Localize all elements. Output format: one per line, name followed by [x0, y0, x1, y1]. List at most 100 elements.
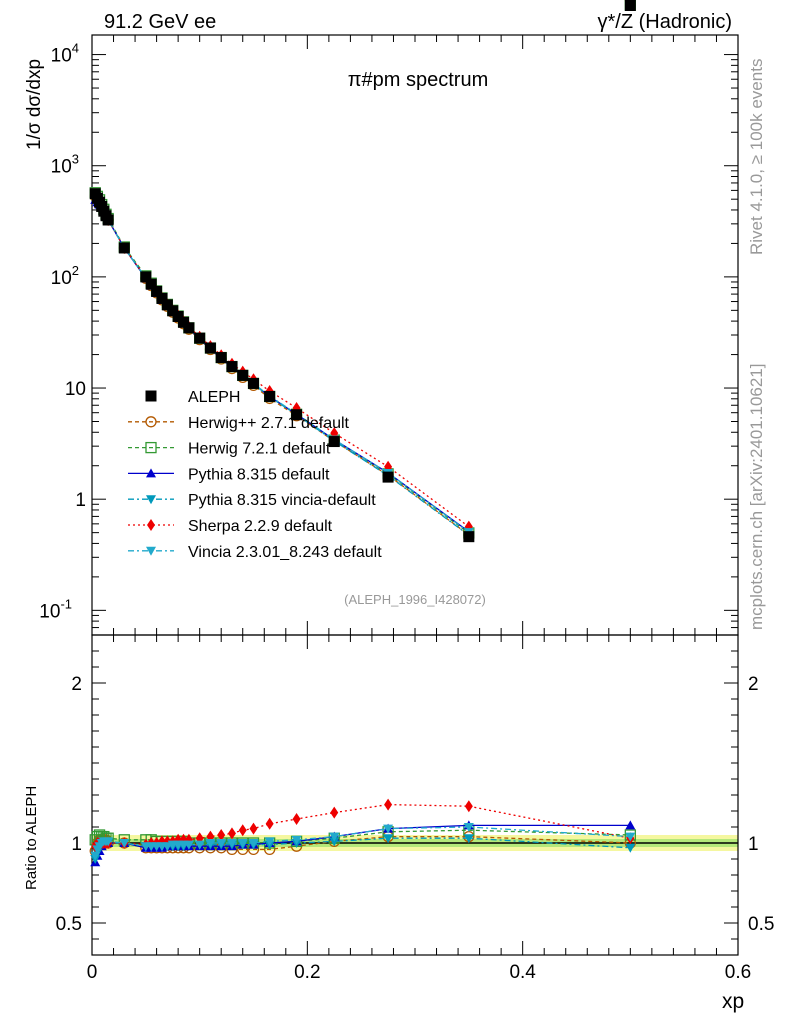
- ratio-tick-label-right: 2: [748, 674, 759, 695]
- ratio-point: [463, 834, 474, 844]
- series-line: [94, 195, 470, 536]
- legend-marker: [146, 468, 156, 478]
- data-point: [382, 471, 394, 483]
- main-panel: π#pm spectrum (ALEPH_1996_I428072) 1/σ d…: [24, 0, 739, 636]
- legend-label: Pythia 8.315 default: [188, 466, 330, 483]
- data-point: [624, 0, 636, 11]
- data-point: [161, 299, 173, 311]
- data-point: [183, 322, 195, 334]
- analysis-id: (ALEPH_1996_I428072): [344, 592, 486, 607]
- y-tick-label: 102: [51, 263, 79, 289]
- ratio-point: [237, 839, 248, 848]
- legend-item: Herwig 7.2.1 default: [128, 441, 331, 458]
- y-tick-label: 10-1: [39, 596, 72, 622]
- legend: ALEPH Herwig++ 2.7.1 default Herwig 7.2.1 …: [128, 389, 382, 561]
- legend-item: Sherpa 2.2.9 default: [128, 518, 333, 535]
- x-tick-label: 0.2: [294, 962, 320, 983]
- data-point: [172, 311, 184, 323]
- legend-marker: [145, 441, 157, 454]
- data-point: [237, 369, 249, 381]
- ratio-axes: 0.5 0.5 1 1 2 2: [56, 634, 774, 956]
- data-point: [291, 409, 303, 421]
- ratio-point: [625, 843, 636, 853]
- ratio-y-label: Ratio to ALEPH: [23, 786, 40, 890]
- data-point: [118, 242, 130, 254]
- legend-item: Herwig++ 2.7.1 default: [128, 415, 350, 432]
- ratio-series-vincia-2-3-01-8-243-default: [90, 823, 636, 861]
- ratio-tick-label-right: 0.5: [748, 914, 774, 935]
- series-pythia-8-315-default: [90, 194, 474, 536]
- legend-marker: [147, 519, 155, 531]
- legend-label: Vincia 2.3.01_8.243 default: [188, 544, 382, 561]
- data-point: [156, 292, 168, 304]
- y-axis-label: 1/σ dσ/dxp: [24, 59, 45, 150]
- data-point: [145, 278, 157, 290]
- y-tick-label: 104: [51, 41, 79, 67]
- ratio-point: [226, 839, 237, 848]
- ratio-point: [217, 829, 226, 841]
- rivet-label: Rivet 4.1.0, ≥ 100k events: [747, 59, 766, 255]
- ratio-point: [205, 839, 216, 848]
- legend-label: Pythia 8.315 vincia-default: [188, 492, 376, 509]
- ratio-point: [291, 835, 302, 845]
- data-point: [194, 332, 206, 344]
- legend-marker: [146, 546, 156, 556]
- x-axis: 0 0.2 0.4 0.6: [87, 962, 752, 983]
- ratio-point: [90, 851, 101, 861]
- data-point: [204, 342, 216, 354]
- ratio-tick-label: 0.5: [56, 914, 82, 935]
- legend-marker: [146, 495, 156, 505]
- data-point: [226, 361, 238, 373]
- data-point: [248, 377, 259, 389]
- series-line: [94, 198, 470, 536]
- ratio-point: [238, 824, 247, 837]
- ratio-point: [330, 806, 339, 819]
- data-point: [102, 214, 114, 226]
- header-left: 91.2 GeV ee: [104, 11, 216, 33]
- ratio-point: [463, 823, 474, 832]
- main-axes: 10-1 1 10 102 103 104: [39, 35, 739, 636]
- data-point: [178, 316, 190, 328]
- legend-marker: [145, 416, 157, 428]
- data-point: [151, 285, 163, 297]
- legend-item: Pythia 8.315 default: [128, 466, 330, 483]
- ratio-point: [464, 800, 473, 813]
- ratio-frame: [91, 634, 739, 956]
- ratio-point: [383, 834, 394, 844]
- ratio-tick-label: 2: [71, 674, 82, 695]
- y-tick-label: 1: [75, 490, 86, 511]
- series-vincia-2-3-01-8-243-default: [90, 193, 474, 538]
- ratio-point: [183, 840, 194, 850]
- x-axis-label: xp: [722, 990, 744, 1013]
- ratio-point: [384, 798, 393, 811]
- legend-label: Herwig++ 2.7.1 default: [188, 415, 350, 432]
- data-point: [264, 390, 276, 402]
- mcplots-label: mcplots.cern.ch [arXiv:2401.10621]: [747, 364, 766, 630]
- ratio-point: [249, 822, 258, 835]
- y-tick-label: 10: [65, 379, 86, 400]
- legend-item: Pythia 8.315 vincia-default: [128, 492, 376, 509]
- ratio-point: [383, 824, 394, 834]
- data-point: [167, 305, 179, 317]
- ratio-point: [248, 839, 259, 848]
- x-tick-label: 0: [87, 962, 98, 983]
- header-right: γ*/Z (Hadronic): [598, 11, 732, 33]
- ratio-tick-label: 1: [71, 834, 82, 855]
- y-tick-label: 103: [51, 152, 79, 178]
- ratio-point: [329, 832, 340, 842]
- ratio-point: [227, 827, 236, 840]
- data-point: [215, 352, 227, 364]
- legend-marker: [145, 390, 157, 402]
- ratio-point: [264, 837, 275, 847]
- ratio-point: [194, 840, 205, 850]
- ratio-tick-label-right: 1: [748, 834, 759, 855]
- legend-label: Herwig 7.2.1 default: [188, 441, 331, 458]
- data-point: [463, 531, 475, 543]
- x-tick-label: 0.4: [509, 962, 536, 983]
- ratio-series: [89, 798, 636, 867]
- ratio-point: [162, 842, 173, 852]
- ratio-point: [265, 817, 274, 830]
- legend-label: ALEPH: [188, 389, 240, 406]
- data-point: [140, 271, 152, 283]
